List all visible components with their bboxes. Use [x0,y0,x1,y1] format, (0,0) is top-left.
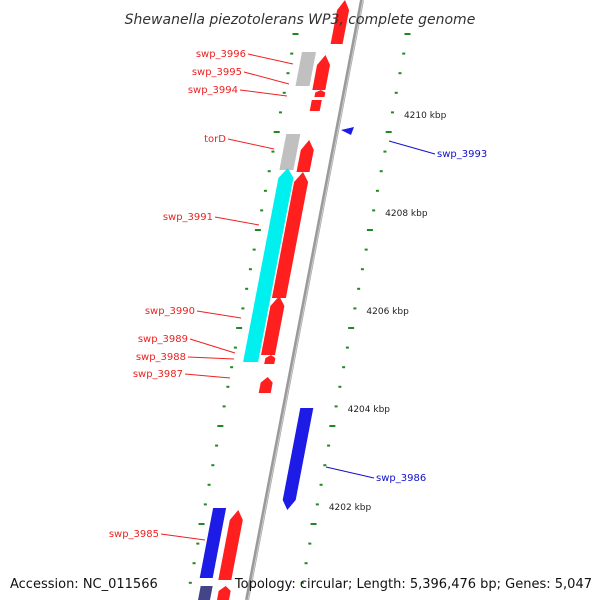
gene-label-swp-3987[interactable]: swp_3987 [133,369,183,380]
cds-reverse [199,508,227,578]
gene-label-swp-3985[interactable]: swp_3985 [109,529,159,540]
cds-forward [271,172,309,298]
cds-forward [217,586,231,600]
cds-reverse [282,408,314,510]
backbone [245,0,364,600]
label-leader-line [247,53,294,65]
cds-forward [264,355,276,364]
kbp-tick-label: 4208 kbp [385,209,428,219]
label-leaders [160,53,436,541]
kbp-tick-label: 4206 kbp [366,307,409,317]
gene-label-swp-3986[interactable]: swp_3986 [376,473,426,484]
label-leader-line [227,138,275,150]
label-leader-line [214,216,260,226]
gene-label-swp-3989[interactable]: swp_3989 [138,334,188,345]
gene-label-swp-3996[interactable]: swp_3996 [196,49,246,60]
gray-gene [279,134,301,170]
cds-reverse-small [341,127,354,135]
label-leader-line [184,373,231,379]
kbp-tick-label: 4202 kbp [329,503,372,513]
label-leader-line [388,140,436,155]
gene-label-swp-3994[interactable]: swp_3994 [188,85,238,96]
gene-label-tord[interactable]: torD [204,134,226,145]
cds-forward [330,0,350,44]
kbp-tick-label: 4210 kbp [404,111,447,121]
label-leader-line [325,466,375,479]
gene-label-swp-3991[interactable]: swp_3991 [163,212,213,223]
tick-marks [188,33,411,584]
gene-label-swp-3988[interactable]: swp_3988 [136,352,186,363]
cds-forward [312,55,330,90]
gray-gene [295,52,316,86]
label-leader-line [187,356,235,360]
cds-reverse [198,586,213,600]
label-leader-line [189,338,236,354]
accession-text: Accession: NC_011566 [10,577,158,592]
cds-forward [314,90,326,97]
cds-forward [258,377,273,393]
label-leader-line [243,71,290,85]
label-leader-line [160,533,206,541]
label-leader-line [239,89,288,97]
kbp-tick-label: 4204 kbp [348,405,391,415]
gene-label-swp-3993[interactable]: swp_3993 [437,149,487,160]
gene-labels: 4202 kbp 4204 kbp 4206 kbp 4208 kbp 4210 kbp… [109,49,487,540]
gene-features [198,0,354,600]
cds-forward [296,140,314,172]
label-leader-line [196,310,242,319]
cds-forward [261,296,285,355]
highlighted-gene-swp-3991 [243,168,294,362]
cds-forward [218,510,243,580]
gene-label-swp-3990[interactable]: swp_3990 [145,306,195,317]
cds-forward [309,100,322,111]
gene-label-swp-3995[interactable]: swp_3995 [192,67,242,78]
topology-text: Topology: circular; Length: 5,396,476 bp… [234,577,592,592]
map-title: Shewanella piezotolerans WP3, complete g… [125,12,476,28]
